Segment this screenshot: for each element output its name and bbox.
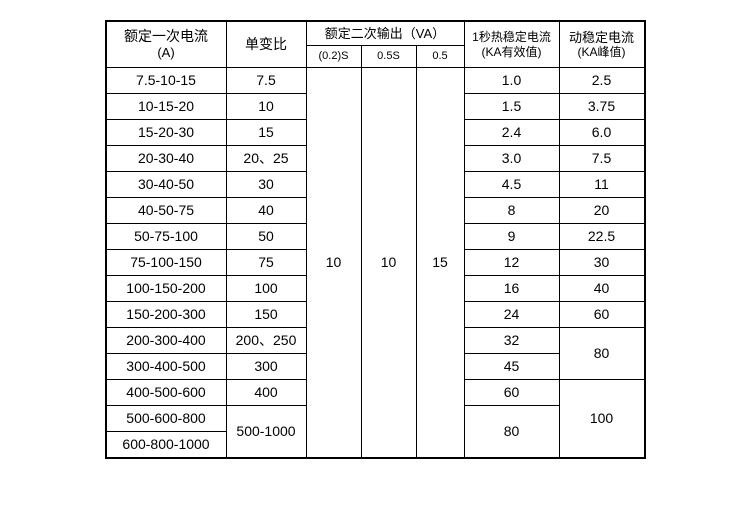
hdr-thermal-l1: 1秒热稳定电流 — [465, 30, 559, 44]
cell-thermal: 8 — [464, 198, 559, 224]
hdr-sec-05s: 0.5S — [361, 46, 416, 68]
cell-ratio: 40 — [226, 198, 306, 224]
cell-primary: 600-800-1000 — [106, 432, 226, 458]
cell-primary: 400-500-600 — [106, 380, 226, 406]
cell-primary: 15-20-30 — [106, 120, 226, 146]
cell-ratio: 200、250 — [226, 328, 306, 354]
hdr-primary-current: 额定一次电流 (A) — [106, 22, 226, 68]
cell-dynamic: 6.0 — [559, 120, 644, 146]
hdr-primary-current-l2: (A) — [107, 45, 226, 61]
cell-dynamic: 2.5 — [559, 68, 644, 94]
cell-dynamic: 40 — [559, 276, 644, 302]
cell-ratio: 7.5 — [226, 68, 306, 94]
cell-primary: 20-30-40 — [106, 146, 226, 172]
cell-ratio: 30 — [226, 172, 306, 198]
cell-thermal: 16 — [464, 276, 559, 302]
cell-thermal: 1.5 — [464, 94, 559, 120]
cell-primary: 40-50-75 — [106, 198, 226, 224]
cell-dynamic: 60 — [559, 302, 644, 328]
table-row: 7.5-10-15 7.5 10 10 15 1.0 2.5 — [106, 68, 644, 94]
spec-table-wrapper: 额定一次电流 (A) 单变比 额定二次输出（VA） 1秒热稳定电流 (KA有效值… — [105, 20, 646, 459]
cell-ratio: 500-1000 — [226, 406, 306, 458]
cell-dynamic: 11 — [559, 172, 644, 198]
cell-ratio: 150 — [226, 302, 306, 328]
hdr-primary-current-l1: 额定一次电流 — [107, 28, 226, 45]
cell-primary: 150-200-300 — [106, 302, 226, 328]
cell-thermal: 4.5 — [464, 172, 559, 198]
cell-primary: 50-75-100 — [106, 224, 226, 250]
cell-dynamic: 22.5 — [559, 224, 644, 250]
cell-thermal: 12 — [464, 250, 559, 276]
cell-dynamic: 20 — [559, 198, 644, 224]
cell-thermal: 80 — [464, 406, 559, 458]
cell-primary: 75-100-150 — [106, 250, 226, 276]
cell-primary: 500-600-800 — [106, 406, 226, 432]
cell-thermal: 24 — [464, 302, 559, 328]
cell-dynamic: 30 — [559, 250, 644, 276]
cell-primary: 200-300-400 — [106, 328, 226, 354]
cell-ratio: 20、25 — [226, 146, 306, 172]
hdr-dynamic: 动稳定电流 (KA峰值) — [559, 22, 644, 68]
cell-thermal: 2.4 — [464, 120, 559, 146]
hdr-dynamic-l2: (KA峰值) — [560, 45, 644, 59]
cell-sec-05s: 10 — [361, 68, 416, 458]
spec-table: 额定一次电流 (A) 单变比 额定二次输出（VA） 1秒热稳定电流 (KA有效值… — [106, 21, 645, 458]
hdr-thermal-l2: (KA有效值) — [465, 45, 559, 59]
cell-sec-02s: 10 — [306, 68, 361, 458]
hdr-thermal: 1秒热稳定电流 (KA有效值) — [464, 22, 559, 68]
cell-primary: 7.5-10-15 — [106, 68, 226, 94]
cell-thermal: 9 — [464, 224, 559, 250]
hdr-single-ratio: 单变比 — [226, 22, 306, 68]
cell-thermal: 3.0 — [464, 146, 559, 172]
cell-sec-05: 15 — [416, 68, 464, 458]
cell-thermal: 45 — [464, 354, 559, 380]
cell-dynamic: 7.5 — [559, 146, 644, 172]
cell-ratio: 400 — [226, 380, 306, 406]
cell-dynamic: 100 — [559, 380, 644, 458]
hdr-sec-02s: (0.2)S — [306, 46, 361, 68]
cell-dynamic: 3.75 — [559, 94, 644, 120]
cell-primary: 30-40-50 — [106, 172, 226, 198]
cell-primary: 300-400-500 — [106, 354, 226, 380]
cell-ratio: 100 — [226, 276, 306, 302]
cell-ratio: 75 — [226, 250, 306, 276]
cell-thermal: 32 — [464, 328, 559, 354]
cell-ratio: 50 — [226, 224, 306, 250]
cell-ratio: 10 — [226, 94, 306, 120]
cell-thermal: 1.0 — [464, 68, 559, 94]
cell-ratio: 300 — [226, 354, 306, 380]
cell-dynamic: 80 — [559, 328, 644, 380]
hdr-dynamic-l1: 动稳定电流 — [560, 30, 644, 46]
hdr-secondary-output: 额定二次输出（VA） — [306, 22, 464, 46]
cell-primary: 10-15-20 — [106, 94, 226, 120]
cell-ratio: 15 — [226, 120, 306, 146]
cell-primary: 100-150-200 — [106, 276, 226, 302]
cell-thermal: 60 — [464, 380, 559, 406]
hdr-sec-05: 0.5 — [416, 46, 464, 68]
